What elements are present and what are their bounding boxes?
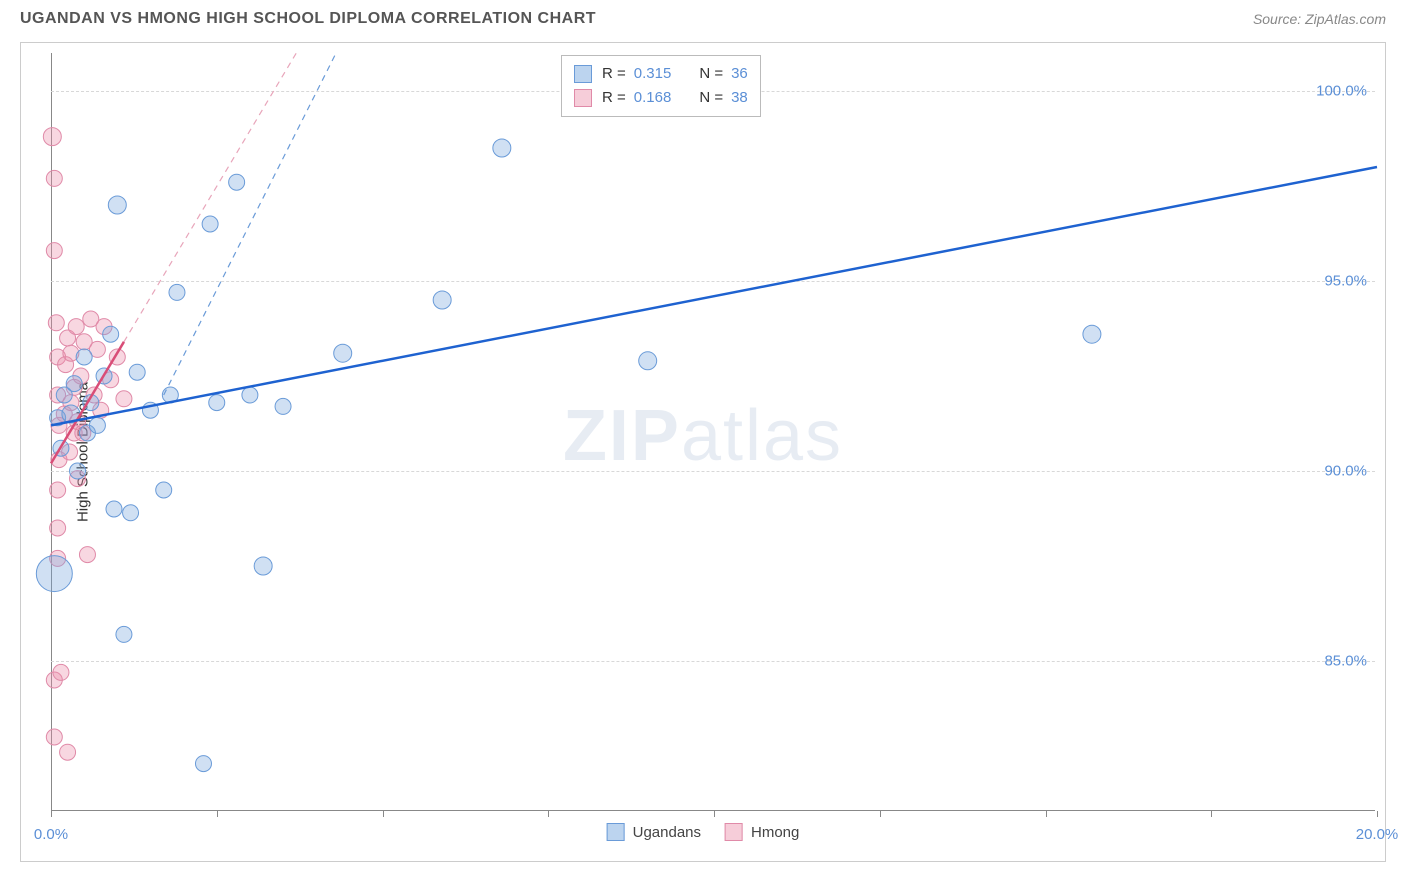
chart-title: UGANDAN VS HMONG HIGH SCHOOL DIPLOMA COR… — [20, 10, 596, 28]
legend-item-hmong: Hmong — [725, 823, 799, 841]
scatter-plot — [21, 43, 1387, 863]
chart-source: Source: ZipAtlas.com — [1253, 11, 1386, 27]
swatch-ugandans — [574, 65, 592, 83]
swatch-hmong — [574, 89, 592, 107]
legend-row-hmong: R = 0.168 N = 38 — [574, 86, 748, 110]
series-legend: Ugandans Hmong — [607, 823, 800, 841]
chart-container: High School Diploma 85.0%90.0%95.0%100.0… — [20, 42, 1386, 862]
correlation-legend: R = 0.315 N = 36 R = 0.168 N = 38 — [561, 55, 761, 117]
swatch-hmong-icon — [725, 823, 743, 841]
swatch-ugandans-icon — [607, 823, 625, 841]
legend-item-ugandans: Ugandans — [607, 823, 701, 841]
legend-row-ugandans: R = 0.315 N = 36 — [574, 62, 748, 86]
chart-header: UGANDAN VS HMONG HIGH SCHOOL DIPLOMA COR… — [0, 0, 1406, 34]
